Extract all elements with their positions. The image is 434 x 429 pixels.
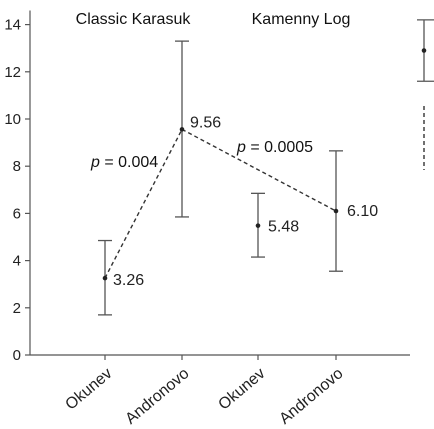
y-tick-label: 4 xyxy=(13,253,21,270)
x-category-label: Andronovo xyxy=(276,365,346,428)
p-value-label: p = 0.0005 xyxy=(236,139,313,156)
x-category-label: Okunev xyxy=(62,365,115,413)
y-tick-label: 8 xyxy=(13,158,21,175)
data-point xyxy=(179,127,185,132)
x-axis: Okunev Andronovo Okunev Andronovo xyxy=(30,354,410,428)
y-tick-label: 10 xyxy=(4,111,21,128)
comparison-lines: p = 0.004 p = 0.0005 xyxy=(90,128,337,279)
partial-series xyxy=(417,19,434,170)
x-category-label: Andronovo xyxy=(122,365,192,428)
data-point xyxy=(333,208,339,214)
partial-data-point xyxy=(421,48,427,53)
data-label: 6.10 xyxy=(347,203,378,220)
y-tick-label: 2 xyxy=(13,300,21,317)
data-point xyxy=(255,223,261,228)
data-label: 5.48 xyxy=(268,219,299,236)
comparison-line xyxy=(104,129,183,279)
group-labels: Classic Karasuk Kamenny Log xyxy=(76,11,351,28)
y-tick-label: 6 xyxy=(13,205,21,222)
group-label-classic-karasuk: Classic Karasuk xyxy=(76,11,192,28)
y-axis: 0 2 4 6 8 10 12 14 xyxy=(4,10,31,364)
data-label: 3.26 xyxy=(113,272,144,289)
y-tick-label: 14 xyxy=(4,17,21,34)
y-tick-label: 0 xyxy=(13,347,21,364)
data-point xyxy=(102,275,108,281)
x-category-label: Okunev xyxy=(215,365,268,413)
p-value-label: p = 0.004 xyxy=(90,154,158,171)
group-label-kamenny-log: Kamenny Log xyxy=(252,11,351,28)
error-bars: 3.26 9.56 5.48 6.10 xyxy=(98,40,378,316)
data-label: 9.56 xyxy=(190,114,221,131)
y-tick-label: 12 xyxy=(4,64,21,81)
comparison-line xyxy=(181,128,337,212)
